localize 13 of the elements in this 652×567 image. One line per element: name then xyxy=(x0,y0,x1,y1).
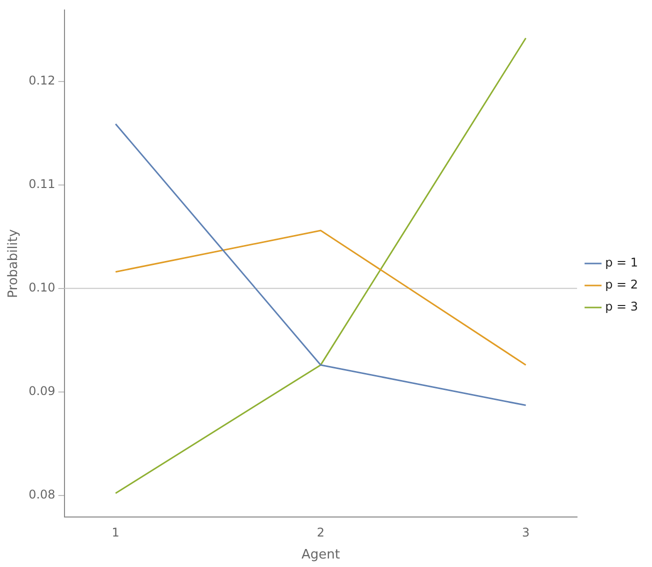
y-tick-label: 0.08 xyxy=(28,487,56,502)
x-tick-label: 1 xyxy=(112,525,120,540)
y-axis-title: Probability xyxy=(6,228,22,298)
x-tick-label: 3 xyxy=(522,525,530,540)
legend-label: p = 3 xyxy=(605,300,638,314)
y-tick-label: 0.10 xyxy=(28,280,56,295)
legend-label: p = 2 xyxy=(605,278,638,292)
legend-label: p = 1 xyxy=(605,256,638,270)
x-tick-label: 2 xyxy=(316,525,325,540)
y-tick-label: 0.12 xyxy=(28,74,56,88)
y-tick-label: 0.11 xyxy=(28,177,56,192)
x-axis-title: Agent xyxy=(301,548,340,563)
y-tick-label: 0.09 xyxy=(28,384,56,398)
